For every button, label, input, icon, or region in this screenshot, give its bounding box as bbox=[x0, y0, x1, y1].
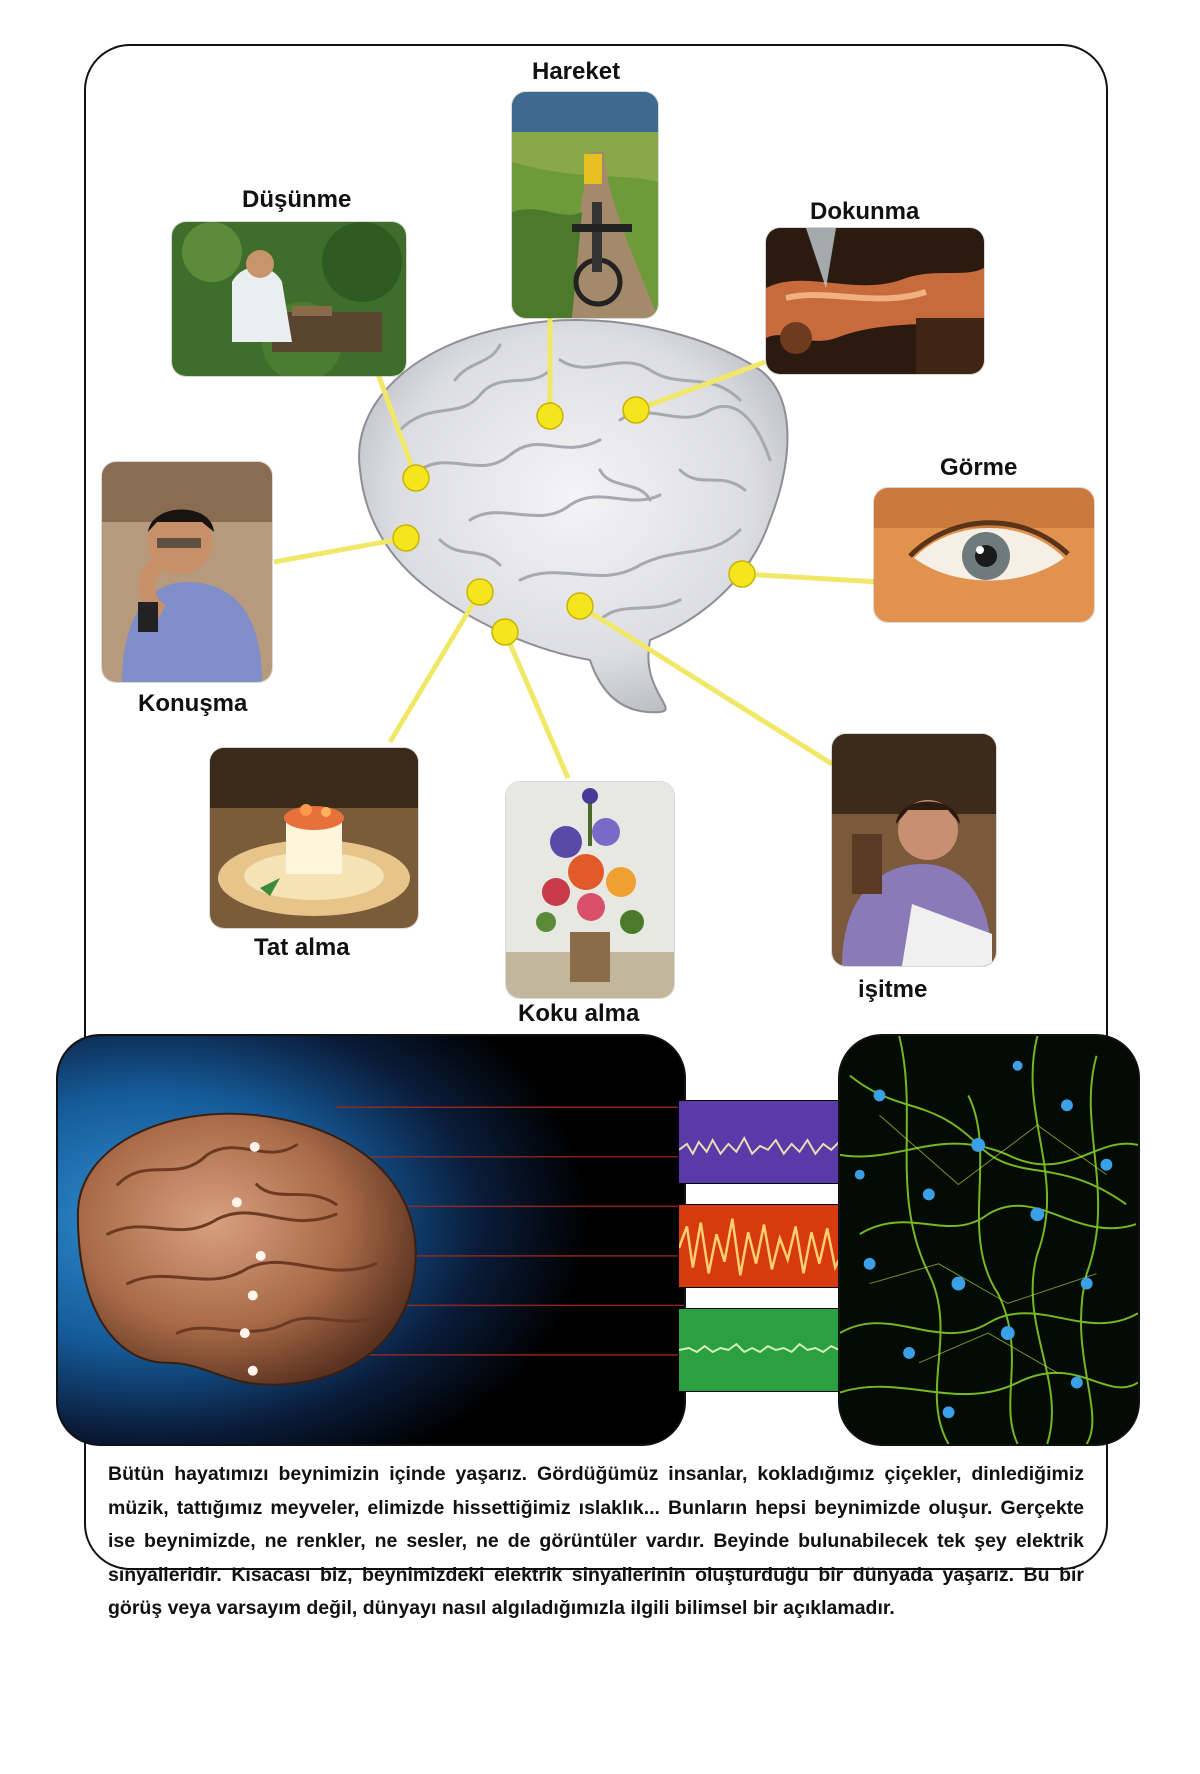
photo-taste bbox=[210, 748, 418, 928]
photo-cycling bbox=[512, 92, 658, 318]
page-frame bbox=[84, 44, 1108, 1570]
photo-hearing bbox=[832, 734, 996, 966]
label-dokunma: Dokunma bbox=[810, 198, 920, 225]
photo-touch bbox=[766, 228, 984, 374]
wave-red bbox=[678, 1204, 848, 1288]
body-paragraph: Bütün hayatımızı beynimizin içinde yaşar… bbox=[108, 1463, 1084, 1619]
photo-eye bbox=[874, 488, 1094, 622]
photo-speaking bbox=[102, 462, 272, 682]
label-isitme: işitme bbox=[858, 976, 928, 1003]
brain-diagram bbox=[273, 318, 881, 779]
label-konusma: Konuşma bbox=[138, 690, 248, 717]
connector-nodes bbox=[392, 396, 756, 646]
brain-illustration bbox=[358, 319, 789, 714]
photo-thinking bbox=[172, 222, 406, 376]
label-hareket: Hareket bbox=[532, 58, 621, 85]
wave-green bbox=[678, 1308, 848, 1392]
label-dusunme: Düşünme bbox=[242, 186, 352, 213]
photo-smell bbox=[506, 782, 674, 998]
label-koku-alma: Koku alma bbox=[518, 1000, 640, 1027]
wave-purple bbox=[678, 1100, 848, 1184]
brain-signals-panel bbox=[56, 1034, 686, 1446]
connector-lines bbox=[273, 318, 881, 779]
neuron-network-panel bbox=[838, 1034, 1140, 1446]
label-gorme: Görme bbox=[940, 454, 1018, 481]
label-tat-alma: Tat alma bbox=[254, 934, 350, 961]
